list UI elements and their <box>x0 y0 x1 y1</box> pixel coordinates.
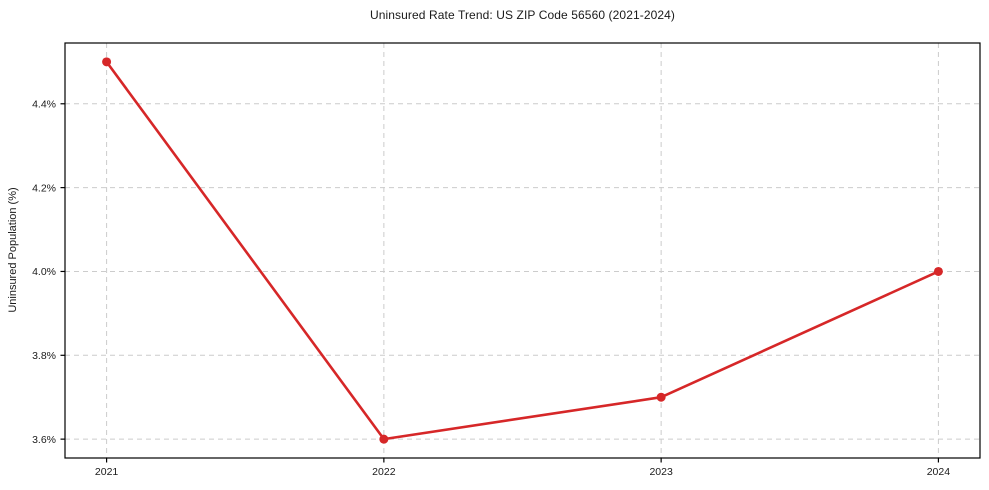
x-tick-label: 2021 <box>95 466 119 478</box>
trend-line <box>105 60 940 441</box>
y-tick-label: 4.2% <box>32 182 56 194</box>
data-point-2023 <box>656 392 666 402</box>
x-tick-label: 2022 <box>372 466 396 478</box>
plot-border <box>64 42 981 459</box>
y-tick-label: 4.0% <box>32 266 56 278</box>
y-tick-label: 4.4% <box>32 98 56 110</box>
data-point-2024 <box>933 266 943 276</box>
data-point-2021 <box>102 57 112 67</box>
data-point-2022 <box>379 434 389 444</box>
chart-title: Uninsured Rate Trend: US ZIP Code 56560 … <box>369 8 676 22</box>
y-tick-label: 3.8% <box>32 350 56 362</box>
y-tick-label: 3.6% <box>32 434 56 446</box>
x-tick-label: 2023 <box>649 466 673 478</box>
x-tick-label: 2024 <box>927 466 951 478</box>
